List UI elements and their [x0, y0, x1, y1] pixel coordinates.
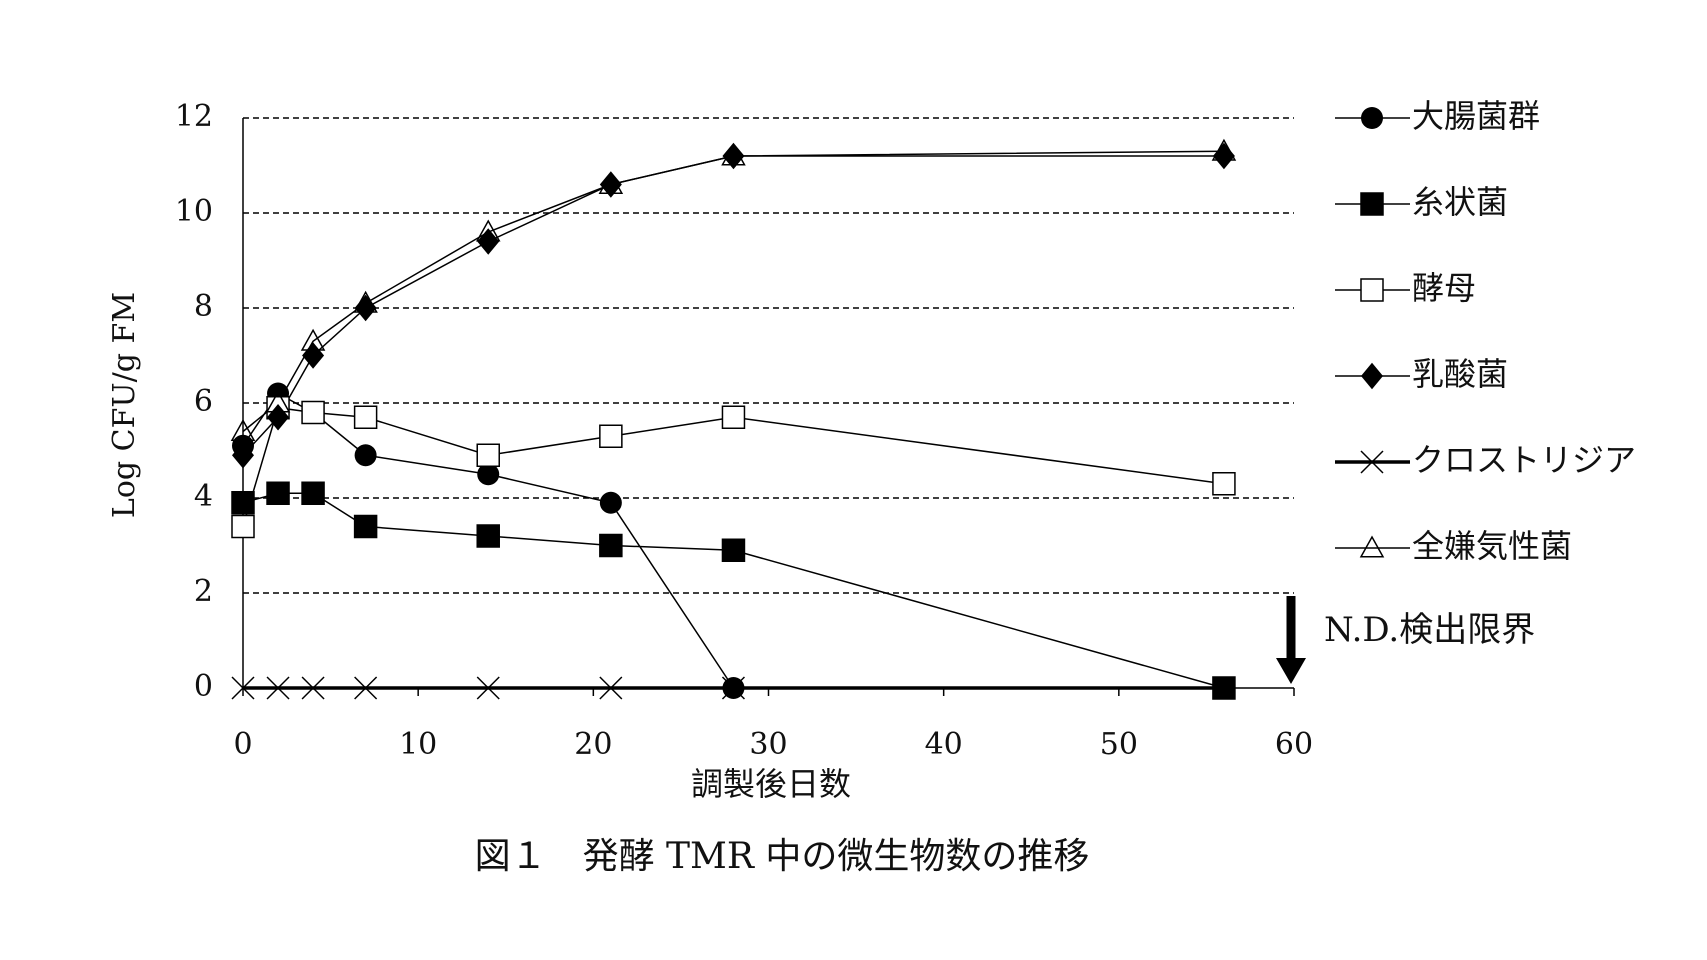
marker: [721, 538, 746, 562]
marker: [477, 463, 500, 486]
marker: [721, 143, 746, 166]
marker: [232, 442, 254, 469]
marker: [1361, 362, 1383, 390]
marker: [230, 418, 256, 442]
legend-label: 乳酸菌: [1412, 355, 1508, 393]
legend-label: 大腸菌群: [1412, 97, 1540, 135]
x-tick-label: 20: [574, 727, 612, 762]
x-tick-label: 60: [1275, 727, 1313, 762]
marker: [353, 405, 378, 429]
marker: [266, 676, 290, 700]
marker: [1360, 450, 1384, 474]
marker: [1360, 278, 1384, 302]
y-axis-label: Log CFU/g FM: [107, 292, 142, 518]
marker: [354, 676, 378, 700]
legend-label: 糸状菌: [1412, 183, 1508, 221]
legend-label: クロストリジア: [1412, 441, 1636, 479]
marker: [722, 142, 745, 170]
marker: [599, 533, 623, 558]
y-tick-label: 4: [194, 479, 213, 514]
marker: [231, 514, 255, 539]
x-axis-label: 調製後日数: [691, 765, 851, 803]
marker: [267, 404, 290, 431]
marker: [599, 491, 622, 514]
caption: 図１ 発酵 TMR 中の微生物数の推移: [475, 836, 1090, 877]
marker: [231, 491, 255, 515]
marker: [721, 405, 746, 429]
marker: [265, 390, 291, 413]
marker: [1212, 472, 1236, 496]
marker: [1211, 138, 1237, 161]
marker: [598, 171, 624, 195]
marker: [301, 400, 325, 425]
marker: [599, 171, 622, 198]
marker: [354, 444, 377, 467]
y-tick-label: 0: [194, 669, 213, 704]
marker: [476, 676, 500, 700]
marker: [476, 524, 500, 548]
marker: [1360, 192, 1384, 216]
marker: [302, 342, 325, 369]
legend-label: 酵母: [1412, 269, 1476, 307]
marker: [599, 424, 623, 448]
x-tick-label: 40: [925, 727, 963, 762]
x-tick-label: 10: [399, 727, 437, 762]
x-tick-label: 30: [749, 727, 787, 762]
marker: [266, 481, 290, 505]
marker: [476, 443, 500, 467]
marker: [231, 676, 255, 700]
marker: [301, 481, 325, 505]
marker: [1212, 676, 1236, 700]
y-tick-label: 12: [175, 99, 213, 134]
x-tick-label: 0: [233, 727, 252, 762]
y-tick-label: 8: [194, 289, 213, 324]
series-line: [242, 492, 1225, 689]
x-tick-label: 50: [1100, 727, 1138, 762]
series-line: [242, 150, 1224, 433]
marker: [721, 676, 745, 700]
marker: [301, 676, 325, 700]
marker: [1359, 535, 1385, 558]
marker: [1361, 107, 1383, 129]
marker: [1212, 142, 1235, 170]
y-tick-label: 10: [175, 194, 213, 229]
legend-label: 全嫌気性菌: [1412, 527, 1572, 565]
marker: [353, 290, 378, 313]
annotation: N.D.検出限界: [1324, 610, 1535, 650]
y-tick-label: 6: [194, 384, 213, 419]
marker: [300, 328, 326, 351]
y-tick-label: 2: [194, 574, 213, 609]
marker: [475, 219, 501, 242]
marker: [353, 514, 378, 539]
nd-arrow-head: [1276, 658, 1306, 684]
marker: [599, 676, 623, 700]
